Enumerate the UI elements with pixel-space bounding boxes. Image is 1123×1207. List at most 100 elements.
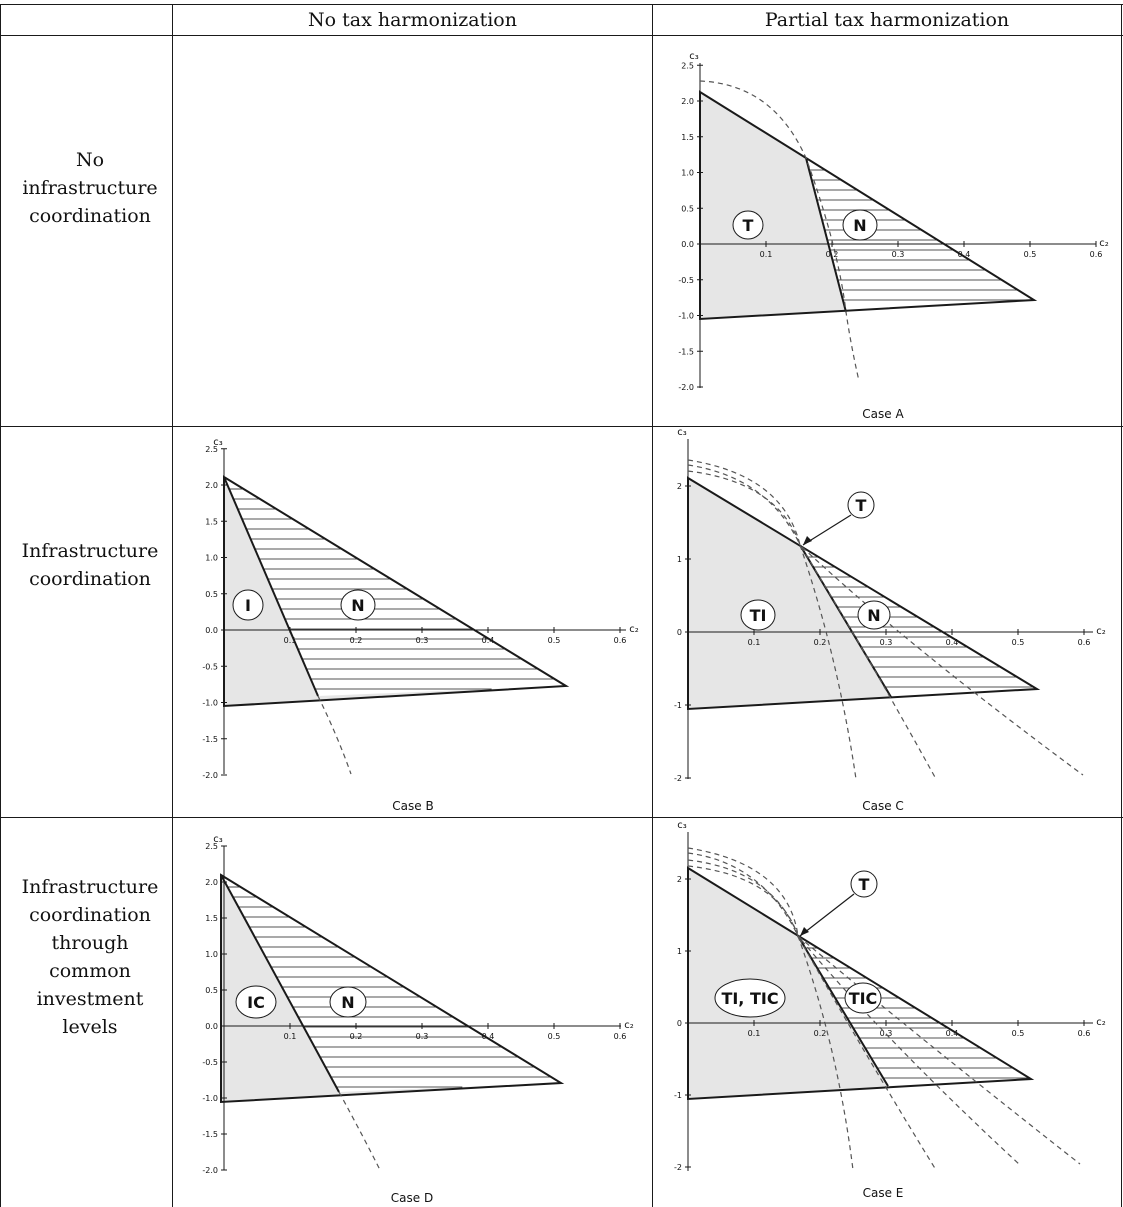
x-tick-label: 0.2 (350, 1032, 363, 1041)
y-tick-label: 1.0 (205, 950, 218, 959)
x-tick-label: 0.4 (958, 250, 971, 259)
y-axis-label: c₃ (213, 834, 223, 845)
dashed-curve (317, 695, 352, 775)
x-tick-label: 0.5 (1024, 250, 1037, 259)
x-tick-label: 0.2 (814, 638, 827, 647)
y-tick-label: -1.5 (678, 347, 694, 356)
x-tick-label: 0.4 (946, 1029, 959, 1038)
region-label: IC (247, 993, 265, 1012)
column-header-partial-tax: Partial tax harmonization (764, 9, 1010, 31)
grid-col2 (652, 4, 653, 1207)
y-axis-label: c₃ (677, 820, 687, 831)
dashed-curve (699, 80, 860, 382)
x-tick-label: 0.3 (880, 1029, 893, 1038)
x-tick-label: 0.1 (284, 1032, 297, 1041)
y-tick-label: -1.5 (202, 735, 218, 744)
region-label: N (867, 606, 880, 625)
y-tick-label: 2.5 (681, 61, 694, 70)
region-label-circle (235, 985, 277, 1019)
x-tick-label: 0.1 (760, 250, 773, 259)
pointer-label: T (859, 875, 870, 894)
case-d-diagram: 0.1 0.2 0.3 0.4 0.5 0.6c₂ 2.5 2.0 1.5 1.0 0.5 0.0 -0… (202, 834, 634, 1205)
region-label-circle (232, 589, 264, 621)
dashed-curve (687, 865, 1021, 1166)
y-tick-label: -2 (674, 774, 682, 783)
row-header-line: Infrastructure (21, 876, 159, 898)
y-tick-label: -0.5 (678, 276, 694, 285)
y-tick-label: -2.0 (678, 383, 694, 392)
row-header-line: infrastructure (22, 177, 158, 199)
pointer-arrow (799, 893, 855, 937)
dashed-curve (687, 859, 937, 1171)
row-header-line: coordination (29, 205, 151, 227)
grid-col1 (172, 4, 173, 1207)
y-tick-label: 1.0 (205, 554, 218, 563)
y-axis-label: c₃ (689, 51, 699, 62)
y-tick-label: -1 (674, 1091, 682, 1100)
region-label: T (743, 216, 754, 235)
row-header-no-infrastructure: No infrastructure coordination (8, 146, 172, 230)
x-tick-label: 0.6 (1078, 638, 1091, 647)
triangle-outline (220, 873, 565, 1104)
x-axis-label: c₂ (624, 1020, 634, 1031)
boundary-line (223, 476, 319, 697)
y-tick-label: -0.5 (202, 1058, 218, 1067)
x-tick-label: 0.6 (1090, 250, 1103, 259)
y-tick-label: -0.5 (202, 662, 218, 671)
row-header-infrastructure: Infrastructure coordination (8, 537, 172, 593)
y-tick-label: 1 (677, 947, 682, 956)
row-header-line: common (49, 960, 131, 982)
n-region (800, 545, 1037, 697)
y-tick-label: 2.0 (205, 878, 218, 887)
region-label-circle (842, 209, 878, 241)
y-tick-label: -2.0 (202, 1166, 218, 1175)
region-label: N (351, 596, 364, 615)
x-axis-label: c₂ (1096, 626, 1106, 637)
n-region (806, 158, 1034, 312)
case-caption: Case A (862, 407, 904, 421)
x-tick-label: 0.3 (416, 636, 429, 645)
y-tick-label: 0 (677, 628, 682, 637)
region-label: I (245, 596, 251, 615)
y-axis-label: c₃ (677, 427, 687, 438)
dashed-curve (687, 847, 1081, 1165)
region-label: N (853, 216, 866, 235)
x-axis-label: c₂ (1096, 1017, 1106, 1028)
triangle-outline (699, 90, 1038, 321)
region-label-circle (740, 599, 776, 631)
y-tick-label: 1.5 (681, 133, 694, 142)
grid-row2-bottom (0, 817, 1123, 818)
region-label-circle (329, 986, 367, 1018)
grid-top (0, 4, 1123, 5)
y-tick-label: 0.0 (205, 626, 218, 635)
x-tick-label: 0.5 (548, 1032, 561, 1041)
region-label-circle (714, 978, 786, 1018)
triangle-outline (687, 476, 1041, 711)
y-tick-label: 0.5 (205, 590, 218, 599)
x-tick-label: 0.1 (748, 1029, 761, 1038)
y-axis-label: c₃ (213, 437, 223, 448)
row-header-line: Infrastructure (21, 540, 159, 562)
region-label-circle (857, 600, 891, 630)
y-tick-label: 2.5 (205, 445, 218, 454)
row-header-line: investment (36, 988, 144, 1010)
dashed-curve (338, 1091, 381, 1171)
x-tick-label: 0.2 (350, 636, 363, 645)
y-tick-label: -2 (674, 1163, 682, 1172)
pointer-label: T (856, 496, 867, 515)
pointer-label-circle (850, 870, 878, 898)
y-tick-label: 1 (677, 555, 682, 564)
y-tick-label: -1.0 (202, 699, 218, 708)
grid-row1-bottom (0, 426, 1123, 427)
region-label-circle (340, 589, 376, 621)
row-header-line: No (75, 149, 105, 171)
x-tick-label: 0.5 (1012, 638, 1025, 647)
y-tick-label: -1.0 (678, 312, 694, 321)
triangle-outline (223, 475, 570, 708)
pointer-arrowhead (803, 536, 812, 545)
case-caption: Case E (863, 1186, 904, 1200)
dashed-curve (687, 459, 1084, 776)
y-tick-label: 2.5 (205, 842, 218, 851)
grid-right (1121, 4, 1122, 1207)
region-label-circle (732, 210, 764, 240)
